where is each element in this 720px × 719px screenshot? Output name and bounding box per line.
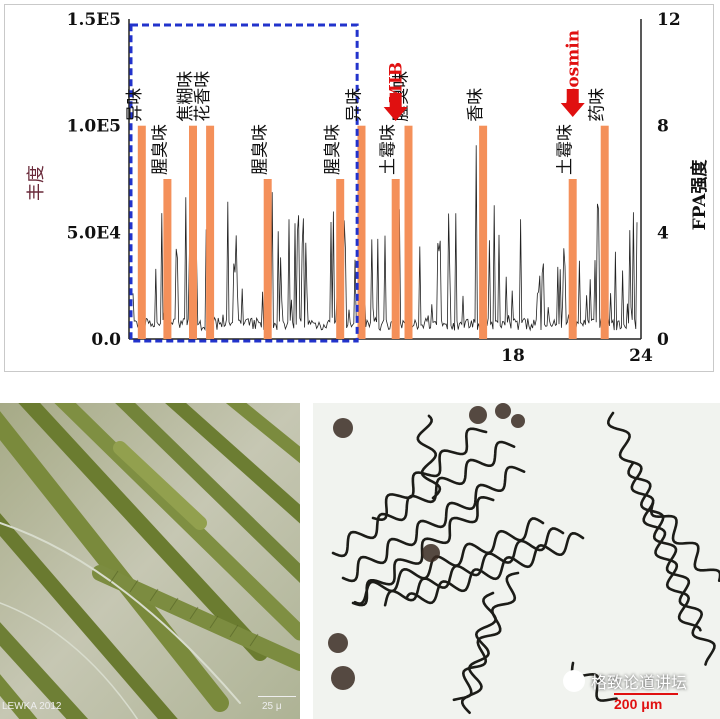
colony-blob [328, 633, 348, 653]
fpa-bar [357, 125, 366, 339]
watermark: 格致论道讲坛 [563, 669, 687, 693]
spiral-filament [649, 501, 720, 582]
fpa-bar [137, 125, 146, 339]
scale-bar-left [258, 696, 296, 697]
odor-label: 腥臭味 [251, 124, 271, 175]
watermark-text: 格致论道讲坛 [591, 673, 688, 692]
photo-credit: LEWKA 2012 [2, 701, 62, 712]
odor-label: 药味 [588, 88, 608, 122]
colony-blob [469, 406, 487, 424]
spiral-filament [452, 571, 520, 702]
y-left-tick-label: 0.0 [91, 330, 121, 350]
x-tick-label: 18 [501, 346, 525, 366]
odor-label: 异味 [345, 88, 365, 122]
axis-ticks: 0.0 5.0E4 1.0E5 1.5E5 0 4 8 12 18 24 [67, 10, 681, 366]
colony-blob [495, 403, 511, 419]
spiral-filament [606, 411, 702, 632]
spiral-micrograph [328, 403, 720, 714]
chromatogram-panel: 0.0 5.0E4 1.0E5 1.5E5 0 4 8 12 18 24 异味 腥臭味 焦糊味 花香味腥… [4, 4, 714, 372]
fpa-bar [189, 125, 197, 339]
chart-frame [128, 19, 642, 340]
y-right-tick-label: 0 [657, 330, 669, 350]
highlight-box [129, 23, 359, 343]
spiral-filament [627, 461, 716, 666]
fpa-bar [336, 179, 345, 339]
down-arrow-icon [560, 89, 585, 117]
wechat-icon [563, 670, 585, 692]
colony-blob [511, 414, 525, 428]
fpa-bar [404, 125, 413, 339]
chromatogram-trace [132, 145, 638, 332]
dashed-highlight-box [129, 23, 359, 343]
y-left-tick-label: 1.5E5 [67, 10, 121, 30]
microscope-photo-filaments: LEWKA 2012 25 μ [0, 403, 300, 719]
spiral-filament [351, 495, 495, 607]
scale-bar-right: 200 μm [614, 693, 678, 712]
odor-label: 土霉味 [379, 124, 399, 175]
odor-label: 异味 [125, 88, 145, 122]
compound-callouts: MIB Geosmin [383, 30, 585, 121]
spiral-filament [383, 527, 565, 607]
fpa-bar [163, 179, 172, 339]
spiral-filament [353, 517, 545, 606]
odor-label: 腥臭味 [323, 124, 343, 175]
y-right-tick-label: 8 [657, 117, 669, 137]
fpa-bar [206, 125, 215, 339]
spiral-filament [341, 465, 526, 583]
fpa-bar [600, 125, 609, 339]
y-right-axis-label: FPA强度 [689, 159, 710, 231]
spiral-filament [331, 440, 516, 558]
scale-label-left: 25 μ [262, 701, 282, 712]
scale-label-right: 200 μm [614, 696, 663, 712]
odor-label: 土霉味 [556, 124, 576, 175]
down-arrow-icon [383, 93, 408, 121]
y-left-tick-label: 5.0E4 [67, 223, 122, 243]
trace-line [132, 145, 638, 332]
odor-label: 腥臭味 [150, 124, 170, 175]
spiral-filament [416, 414, 442, 500]
spiral-filament [461, 591, 497, 714]
y-right-tick-label: 4 [657, 223, 669, 243]
odor-labels: 异味腥臭味焦糊味花香味腥臭味腥臭味异味土霉味腥臭味香味土霉味药味 [125, 71, 608, 175]
y-left-tick-label: 1.0E5 [67, 117, 121, 137]
odor-label: 香味 [466, 88, 486, 122]
spiral-filament [405, 531, 585, 605]
fpa-bar [391, 179, 400, 339]
fpa-bar [568, 179, 577, 339]
colony-blob [422, 544, 440, 562]
x-tick-label: 24 [629, 346, 653, 366]
colony-blob [331, 666, 355, 690]
odor-label: 焦糊味 [176, 71, 196, 122]
odor-label: 花香味 [193, 71, 213, 122]
fpa-bar [479, 125, 488, 339]
spiral-filament [371, 427, 488, 522]
filament-micrograph [0, 403, 300, 719]
callout-label: MIB [387, 62, 407, 103]
fpa-bar [263, 179, 272, 339]
y-left-axis-label: 丰度 [26, 165, 47, 201]
colony-blob [333, 418, 353, 438]
y-right-tick-label: 12 [657, 10, 681, 30]
fpa-bars [137, 125, 609, 339]
microscope-photo-spirals: 200 μm 格致论道讲坛 [313, 403, 720, 719]
